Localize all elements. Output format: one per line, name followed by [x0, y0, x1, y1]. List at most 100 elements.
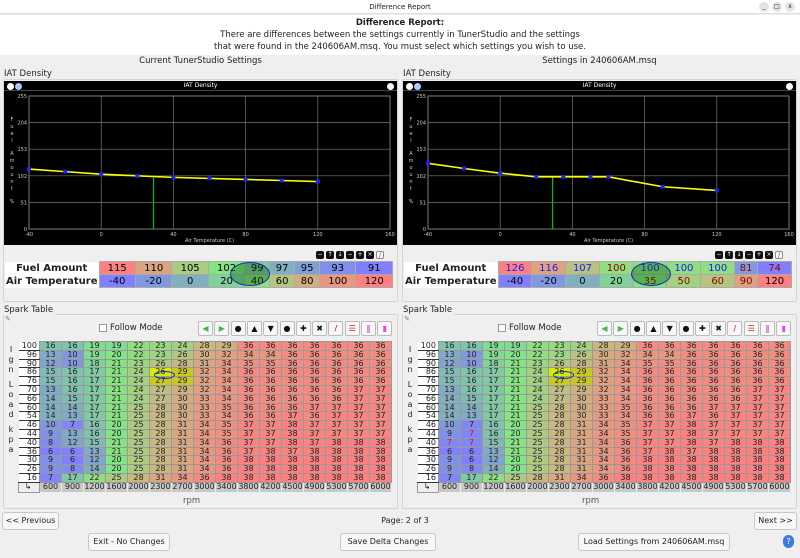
spark-cell[interactable]: 16: [83, 428, 106, 439]
spark-cell[interactable]: 28: [548, 437, 571, 448]
spark-cell[interactable]: 36: [658, 384, 681, 395]
fuel-amount-cell[interactable]: 100: [700, 261, 736, 275]
spark-arrow-left-icon[interactable]: ◀: [597, 321, 612, 336]
follow-mode-checkbox[interactable]: [99, 324, 107, 332]
spark-cell[interactable]: 32: [193, 384, 216, 395]
spark-cell[interactable]: 36: [303, 384, 326, 395]
spark-cell[interactable]: 36: [281, 384, 304, 395]
settings-icon[interactable]: [7, 82, 14, 90]
spark-cell[interactable]: 36: [592, 472, 615, 483]
spark-cell[interactable]: 38: [325, 437, 348, 448]
next-button[interactable]: Next >>: [754, 512, 797, 530]
spark-cell[interactable]: 38: [702, 472, 725, 483]
spark-cell[interactable]: 36: [658, 393, 681, 404]
fuel-pencil-icon[interactable]: /: [376, 251, 384, 259]
spark-cell[interactable]: 15: [482, 437, 505, 448]
spark-cell[interactable]: 36: [680, 384, 703, 395]
spark-cell[interactable]: 23: [149, 349, 172, 360]
air-temperature-cell[interactable]: -20: [134, 274, 173, 288]
spark-times-icon[interactable]: ✖: [312, 321, 328, 336]
spark-cell[interactable]: 36: [369, 349, 392, 360]
spark-cell[interactable]: 15: [83, 437, 106, 448]
spark-cell[interactable]: 36: [680, 341, 703, 351]
spark-cell[interactable]: 38: [746, 437, 769, 448]
fuel-down-icon[interactable]: ↓: [735, 251, 743, 259]
spark-cell[interactable]: 7: [460, 428, 483, 439]
spark-cell[interactable]: 34: [614, 393, 637, 404]
spark-cell[interactable]: 36: [702, 349, 725, 360]
spark-cell[interactable]: 13: [39, 349, 62, 360]
spark-cell[interactable]: 27: [149, 393, 172, 404]
spark-cell[interactable]: 36: [347, 349, 370, 360]
spark-cell[interactable]: 24: [526, 384, 549, 395]
spark-cell[interactable]: 7: [39, 472, 62, 483]
spark-cell[interactable]: 34: [570, 472, 593, 483]
fuel-amount-cell[interactable]: 97: [269, 261, 296, 275]
spark-rows-icon[interactable]: ☰: [344, 321, 360, 336]
fuel-plus-icon[interactable]: +: [755, 251, 763, 259]
spark-cell[interactable]: 36: [702, 341, 725, 351]
spark-cell[interactable]: 38: [614, 472, 637, 483]
edit-notes-icon[interactable]: ✎: [5, 315, 11, 323]
maximize-button[interactable]: □: [772, 2, 782, 12]
spark-cell[interactable]: 17: [482, 393, 505, 404]
spark-cell[interactable]: 21: [504, 384, 527, 395]
spark-cell[interactable]: 38: [746, 472, 769, 483]
spark-cell[interactable]: 28: [548, 428, 571, 439]
spark-gradient-icon[interactable]: ▮: [377, 321, 393, 336]
spark-cell[interactable]: 17: [61, 472, 84, 483]
spark-cell[interactable]: 23: [149, 341, 172, 351]
spark-cell[interactable]: 35: [215, 428, 238, 439]
spark-cell[interactable]: 36: [281, 393, 304, 404]
spark-cell[interactable]: 38: [369, 472, 392, 483]
spark-cell[interactable]: 37: [259, 428, 282, 439]
air-temperature-cell[interactable]: -40: [98, 274, 136, 288]
spark-cell[interactable]: 25: [526, 437, 549, 448]
spark-cell[interactable]: 20: [504, 349, 527, 360]
spark-cell[interactable]: 37: [768, 393, 791, 404]
spark-cell[interactable]: 31: [171, 437, 194, 448]
spark-cell[interactable]: 30: [193, 349, 216, 360]
spark-cell[interactable]: 36: [215, 437, 238, 448]
fuel-minus-icon[interactable]: −: [346, 251, 354, 259]
spark-cell[interactable]: 16: [460, 341, 483, 351]
spark-cell[interactable]: 22: [127, 349, 150, 360]
spark-cell[interactable]: 22: [526, 349, 549, 360]
spark-cell[interactable]: 34: [171, 472, 194, 483]
spark-cell[interactable]: 10: [61, 349, 84, 360]
air-temperature-cell[interactable]: 0: [565, 274, 600, 288]
spark-cell[interactable]: 36: [768, 349, 791, 360]
spark-arrow-right-icon[interactable]: ▶: [613, 321, 629, 336]
spark-cell[interactable]: 37: [369, 393, 392, 404]
spark-cell[interactable]: 10: [460, 349, 483, 360]
spark-arrow-left-icon[interactable]: ◀: [198, 321, 213, 336]
spark-cell[interactable]: 12: [61, 437, 84, 448]
options-icon[interactable]: [387, 82, 394, 90]
spark-cell[interactable]: 36: [259, 393, 282, 404]
fuel-plus-icon[interactable]: +: [356, 251, 364, 259]
spark-cell[interactable]: 19: [482, 341, 505, 351]
spark-cell[interactable]: 36: [746, 349, 769, 360]
spark-cell[interactable]: 36: [724, 384, 747, 395]
spark-cell[interactable]: 28: [592, 341, 615, 351]
help-icon[interactable]: ?: [783, 535, 794, 548]
spark-cell[interactable]: 36: [259, 341, 282, 351]
spark-cell[interactable]: 38: [724, 472, 747, 483]
spark-cell[interactable]: 37: [746, 428, 769, 439]
spark-cell[interactable]: 37: [237, 428, 260, 439]
spark-cell[interactable]: 38: [680, 437, 703, 448]
fuel-amount-cell[interactable]: 107: [565, 261, 600, 275]
fuel-pencil-icon[interactable]: /: [775, 251, 783, 259]
spark-cell[interactable]: 17: [83, 393, 106, 404]
spark-cell[interactable]: 28: [149, 428, 172, 439]
spark-cell[interactable]: 37: [746, 393, 769, 404]
spark-cell[interactable]: 24: [127, 393, 150, 404]
spark-down-icon[interactable]: ▼: [263, 321, 279, 336]
spark-cell[interactable]: 33: [592, 393, 615, 404]
spark-cell[interactable]: 13: [438, 384, 461, 395]
spark-cell[interactable]: 36: [680, 349, 703, 360]
spark-cell[interactable]: 38: [281, 472, 304, 483]
previous-button[interactable]: << Previous: [2, 512, 59, 530]
fuel-amount-cell[interactable]: 95: [294, 261, 321, 275]
fuel-amount-cell[interactable]: 110: [134, 261, 173, 275]
